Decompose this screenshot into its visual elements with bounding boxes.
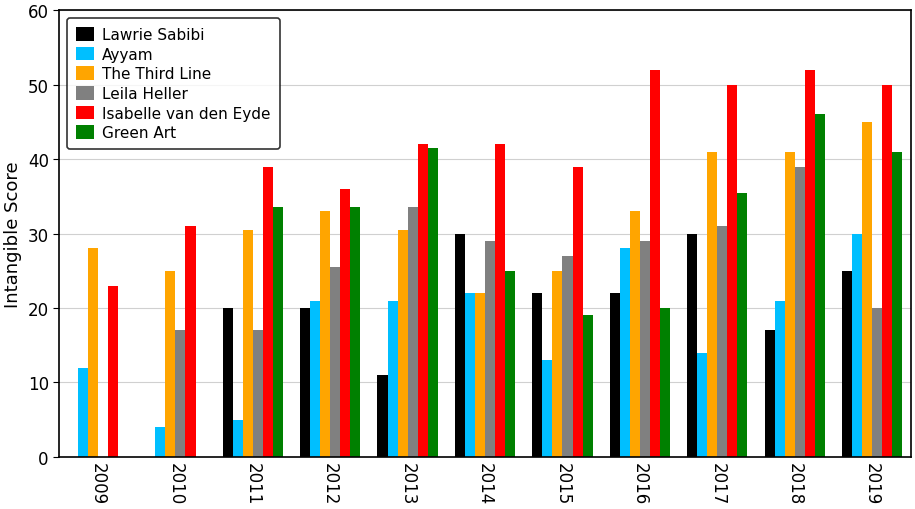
Bar bbox=[892, 152, 902, 457]
Bar bbox=[553, 271, 563, 457]
Bar bbox=[455, 234, 465, 457]
Bar bbox=[687, 234, 697, 457]
Bar bbox=[222, 308, 232, 457]
Bar bbox=[795, 167, 805, 457]
Bar bbox=[609, 294, 619, 457]
Bar bbox=[775, 301, 785, 457]
Bar bbox=[320, 212, 330, 457]
Bar bbox=[563, 257, 573, 457]
Bar bbox=[650, 71, 660, 457]
Bar bbox=[737, 193, 748, 457]
Bar bbox=[707, 152, 717, 457]
Bar bbox=[619, 249, 630, 457]
Bar bbox=[505, 271, 515, 457]
Bar bbox=[156, 427, 166, 457]
Bar bbox=[862, 123, 872, 457]
Bar bbox=[495, 145, 505, 457]
Bar bbox=[717, 227, 727, 457]
Bar bbox=[475, 294, 485, 457]
Bar bbox=[727, 86, 737, 457]
Bar bbox=[533, 294, 543, 457]
Bar bbox=[583, 316, 593, 457]
Bar bbox=[108, 286, 118, 457]
Legend: Lawrie Sabibi, Ayyam, The Third Line, Leila Heller, Isabelle van den Eyde, Green: Lawrie Sabibi, Ayyam, The Third Line, Le… bbox=[67, 19, 280, 150]
Bar bbox=[253, 331, 263, 457]
Bar bbox=[263, 167, 273, 457]
Bar bbox=[543, 360, 553, 457]
Bar bbox=[232, 420, 242, 457]
Bar bbox=[427, 149, 437, 457]
Bar bbox=[166, 271, 176, 457]
Bar bbox=[765, 331, 775, 457]
Bar bbox=[872, 308, 882, 457]
Bar bbox=[805, 71, 815, 457]
Bar bbox=[242, 231, 253, 457]
Bar bbox=[176, 331, 186, 457]
Bar bbox=[408, 208, 417, 457]
Bar bbox=[785, 152, 795, 457]
Bar bbox=[378, 375, 388, 457]
Bar bbox=[485, 241, 495, 457]
Bar bbox=[417, 145, 427, 457]
Bar bbox=[630, 212, 640, 457]
Bar bbox=[88, 249, 98, 457]
Bar bbox=[310, 301, 320, 457]
Bar bbox=[815, 115, 825, 457]
Bar bbox=[573, 167, 583, 457]
Bar bbox=[350, 208, 361, 457]
Bar bbox=[852, 234, 862, 457]
Bar bbox=[640, 241, 650, 457]
Bar bbox=[388, 301, 398, 457]
Bar bbox=[882, 86, 892, 457]
Bar bbox=[398, 231, 408, 457]
Y-axis label: Intangible Score: Intangible Score bbox=[5, 161, 22, 307]
Bar bbox=[300, 308, 310, 457]
Bar bbox=[697, 353, 707, 457]
Bar bbox=[273, 208, 283, 457]
Bar bbox=[186, 227, 196, 457]
Bar bbox=[660, 308, 670, 457]
Bar bbox=[78, 368, 88, 457]
Bar bbox=[330, 268, 340, 457]
Bar bbox=[340, 189, 350, 457]
Bar bbox=[842, 271, 852, 457]
Bar bbox=[465, 294, 475, 457]
